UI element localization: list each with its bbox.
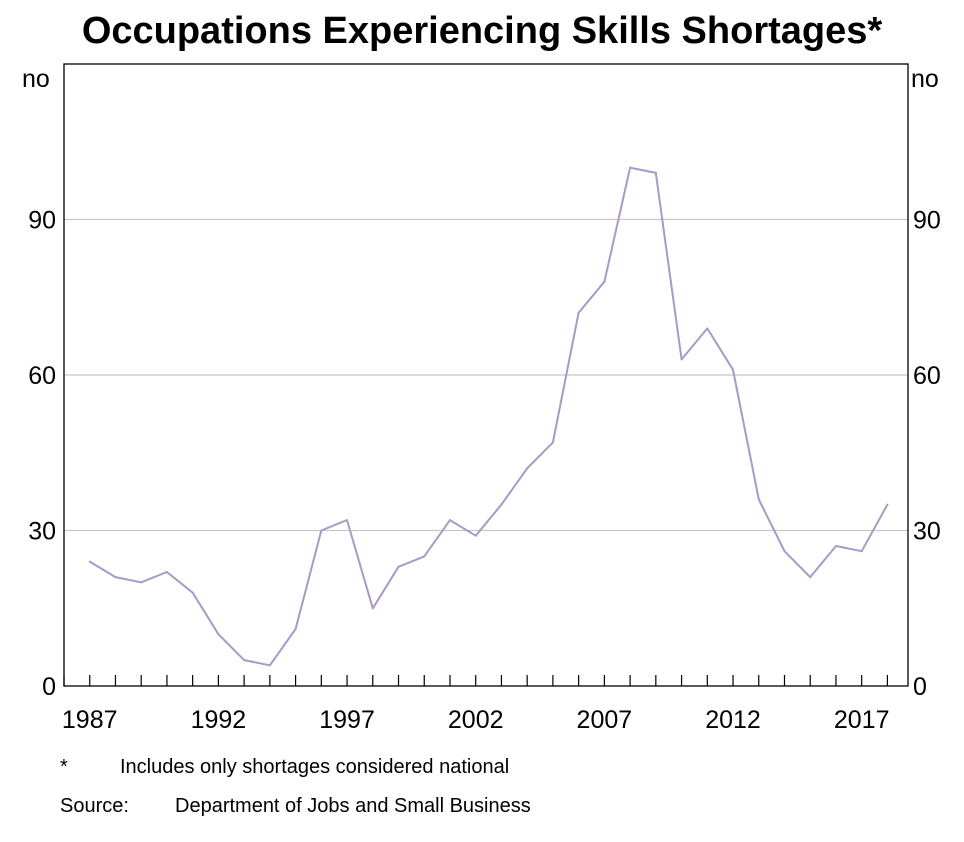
y-tick-label-left-30: 30 bbox=[28, 518, 56, 546]
x-tick-label-1987: 1987 bbox=[62, 706, 118, 734]
data-point-2003 bbox=[500, 503, 503, 506]
x-tick-label-1992: 1992 bbox=[191, 706, 247, 734]
footnote-text: Includes only shortages considered natio… bbox=[120, 756, 510, 778]
data-point-2016 bbox=[834, 545, 837, 548]
y-tick-label-right-90: 90 bbox=[913, 207, 941, 235]
data-point-1987 bbox=[88, 560, 91, 563]
data-point-2000 bbox=[423, 555, 426, 558]
data-point-2010 bbox=[680, 358, 683, 361]
plot-frame bbox=[63, 63, 909, 687]
series-layer bbox=[88, 166, 889, 667]
plot-border bbox=[63, 63, 909, 687]
data-point-1998 bbox=[371, 607, 374, 610]
source-text: Department of Jobs and Small Business bbox=[175, 795, 531, 817]
data-point-2014 bbox=[783, 550, 786, 553]
y-tick-label-left-0: 0 bbox=[42, 673, 56, 701]
data-point-1997 bbox=[346, 519, 349, 522]
data-point-2001 bbox=[448, 519, 451, 522]
data-point-1994 bbox=[268, 664, 271, 667]
data-point-2004 bbox=[526, 467, 529, 470]
y-tick-label-right-60: 60 bbox=[913, 362, 941, 390]
data-point-1990 bbox=[165, 570, 168, 573]
data-point-1996 bbox=[320, 529, 323, 532]
y-tick-label-right-30: 30 bbox=[913, 518, 941, 546]
data-point-1992 bbox=[217, 633, 220, 636]
y-axis-unit-left: no bbox=[22, 65, 50, 93]
x-tick-label-2007: 2007 bbox=[577, 706, 633, 734]
x-tick-label-2002: 2002 bbox=[448, 706, 504, 734]
y-tick-label-left-60: 60 bbox=[28, 362, 56, 390]
data-point-2009 bbox=[654, 171, 657, 174]
x-tick-label-2017: 2017 bbox=[834, 706, 890, 734]
x-tick-label-2012: 2012 bbox=[705, 706, 761, 734]
gridlines bbox=[64, 218, 908, 532]
data-point-2017 bbox=[860, 550, 863, 553]
x-axis: 1987 1992 1997 2002 2007 2012 2017 bbox=[62, 675, 890, 734]
data-point-1988 bbox=[114, 576, 117, 579]
data-point-2011 bbox=[706, 327, 709, 330]
data-point-1995 bbox=[294, 627, 297, 630]
data-point-2013 bbox=[757, 498, 760, 501]
y-axis-unit-right: no bbox=[911, 65, 939, 93]
data-point-2008 bbox=[629, 166, 632, 169]
source-label: Source: bbox=[60, 795, 129, 817]
data-point-1993 bbox=[243, 659, 246, 662]
series-line-0 bbox=[89, 166, 889, 667]
y-axis: 0 0 30 30 60 60 90 90 bbox=[28, 207, 941, 702]
data-point-2012 bbox=[732, 368, 735, 371]
footnote-marker: * bbox=[60, 756, 68, 778]
data-point-1989 bbox=[140, 581, 143, 584]
data-point-2018 bbox=[886, 503, 889, 506]
data-point-2002 bbox=[474, 534, 477, 537]
chart-title: Occupations Experiencing Skills Shortage… bbox=[81, 10, 883, 52]
data-point-1999 bbox=[397, 565, 400, 568]
data-point-2007 bbox=[603, 280, 606, 283]
x-tick-label-1997: 1997 bbox=[319, 706, 375, 734]
y-tick-label-right-0: 0 bbox=[913, 673, 927, 701]
data-point-2005 bbox=[551, 441, 554, 444]
data-point-2006 bbox=[577, 311, 580, 314]
y-tick-label-left-90: 90 bbox=[28, 207, 56, 235]
data-point-1991 bbox=[191, 591, 194, 594]
data-point-2015 bbox=[809, 576, 812, 579]
